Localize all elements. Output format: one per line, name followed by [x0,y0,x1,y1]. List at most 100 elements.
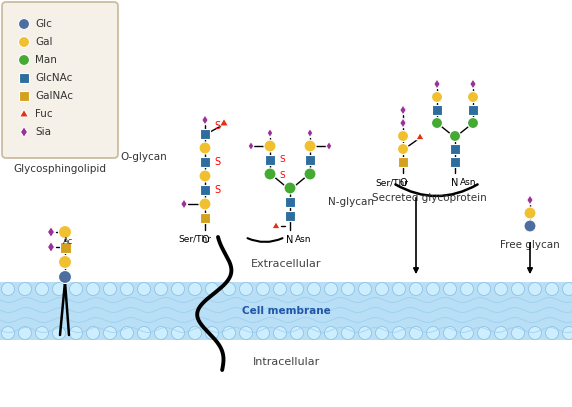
Circle shape [256,282,269,295]
Text: N: N [287,235,293,245]
Circle shape [546,282,558,295]
Circle shape [104,282,117,295]
Circle shape [524,207,536,219]
Text: N: N [451,178,459,188]
Text: Ac: Ac [63,238,73,247]
Circle shape [199,198,211,210]
Circle shape [189,282,201,295]
Circle shape [291,282,304,295]
Circle shape [273,282,287,295]
Text: Glycosphingolipid: Glycosphingolipid [14,164,106,174]
Circle shape [154,326,168,339]
Circle shape [308,282,320,295]
Circle shape [256,326,269,339]
Circle shape [264,168,276,180]
Circle shape [359,326,371,339]
Polygon shape [220,118,228,126]
Text: Ser/Thr: Ser/Thr [375,178,408,187]
Circle shape [375,326,388,339]
Circle shape [205,282,219,295]
Circle shape [70,282,82,295]
Circle shape [495,326,507,339]
Polygon shape [181,199,187,209]
Circle shape [524,220,536,232]
Circle shape [478,326,491,339]
Bar [432,105,442,115]
Circle shape [18,37,30,48]
Polygon shape [21,127,27,138]
Circle shape [58,271,72,284]
Circle shape [450,131,460,142]
Polygon shape [400,105,406,115]
Polygon shape [326,142,332,151]
Circle shape [341,282,355,295]
Text: Intracellular: Intracellular [252,357,320,367]
Circle shape [324,326,337,339]
Circle shape [562,326,572,339]
Circle shape [460,326,474,339]
Circle shape [443,282,456,295]
Circle shape [284,182,296,194]
Circle shape [18,18,30,29]
Text: Sia: Sia [35,127,51,137]
Circle shape [443,326,456,339]
Circle shape [375,282,388,295]
Circle shape [291,326,304,339]
Text: O: O [201,235,209,245]
Text: Free glycan: Free glycan [500,240,560,250]
Text: N-glycan: N-glycan [328,197,374,207]
Circle shape [18,282,31,295]
Bar [265,155,275,165]
Bar [305,155,315,165]
Circle shape [154,282,168,295]
Circle shape [304,168,316,180]
Bar [468,105,478,115]
Circle shape [359,282,371,295]
Bar [200,213,210,223]
Text: Asn: Asn [295,235,312,244]
Bar [200,129,210,139]
Circle shape [562,282,572,295]
Circle shape [529,282,542,295]
Circle shape [240,326,252,339]
Circle shape [223,282,236,295]
Circle shape [86,282,100,295]
Polygon shape [470,79,476,89]
Text: O: O [399,178,407,188]
Polygon shape [267,129,273,138]
Circle shape [35,326,49,339]
Circle shape [2,326,14,339]
Bar [398,157,408,167]
Polygon shape [248,142,254,151]
Text: O-glycan: O-glycan [120,152,167,162]
Polygon shape [272,221,280,229]
Circle shape [199,142,211,154]
Polygon shape [19,109,29,117]
FancyBboxPatch shape [2,2,118,158]
Circle shape [104,326,117,339]
Circle shape [392,326,406,339]
Circle shape [137,326,150,339]
Circle shape [2,282,14,295]
Circle shape [121,326,133,339]
Circle shape [324,282,337,295]
Circle shape [410,326,423,339]
Circle shape [398,131,408,142]
Text: Ser/Thr: Ser/Thr [178,235,211,244]
Circle shape [70,326,82,339]
Text: Fuc: Fuc [35,109,53,119]
Circle shape [172,326,185,339]
Circle shape [427,326,439,339]
Circle shape [467,118,479,129]
Bar [285,211,295,221]
Circle shape [199,170,211,182]
Circle shape [431,92,443,103]
Circle shape [53,282,66,295]
Text: GalNAc: GalNAc [35,91,73,101]
Bar [450,157,460,167]
Text: Gal: Gal [35,37,53,47]
Circle shape [240,282,252,295]
Text: S: S [214,157,220,167]
Circle shape [546,326,558,339]
Circle shape [35,282,49,295]
